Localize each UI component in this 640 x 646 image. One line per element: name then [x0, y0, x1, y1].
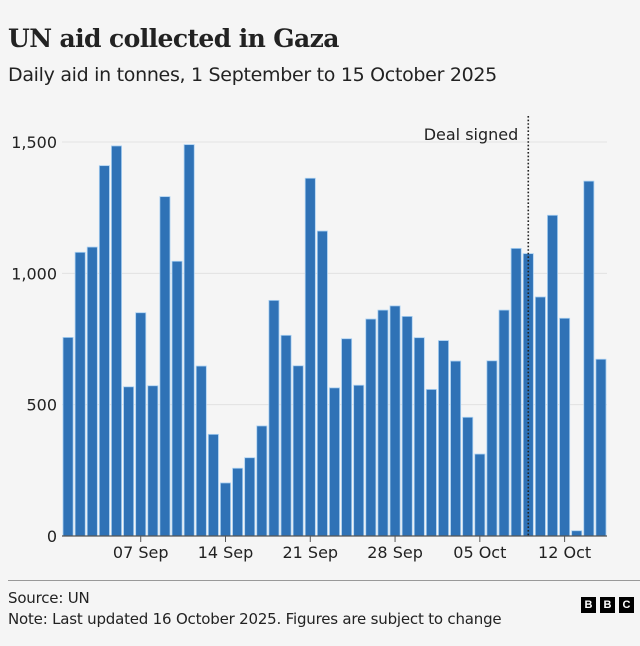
bar: [244, 457, 256, 537]
bar: [377, 309, 389, 537]
note-text: Note: Last updated 16 October 2025. Figu…: [8, 610, 502, 628]
bar: [268, 299, 280, 537]
bar: [86, 246, 98, 537]
bar: [389, 305, 401, 537]
x-tick-label: 14 Sep: [198, 543, 254, 562]
bar: [207, 433, 219, 537]
bar: [559, 317, 571, 537]
bar: [123, 386, 135, 537]
bar: [571, 530, 583, 537]
y-tick-label: 1,500: [11, 133, 57, 152]
bar: [280, 334, 292, 537]
deal-signed-label: Deal signed: [424, 125, 519, 144]
y-axis-ticks: 0 500 1,000 1,500: [11, 133, 57, 546]
y-tick-label: 500: [26, 396, 57, 415]
bar: [232, 467, 244, 537]
chart-title: UN aid collected in Gaza: [8, 24, 339, 53]
y-tick-label: 0: [47, 527, 57, 546]
bar: [522, 253, 534, 537]
bar: [316, 230, 328, 537]
bar: [450, 360, 462, 537]
y-tick-label: 1,000: [11, 264, 57, 283]
bar: [111, 145, 122, 537]
bar: [534, 296, 546, 537]
x-axis: 07 Sep 14 Sep 21 Sep 28 Sep 05 Oct 12 Oct: [62, 535, 607, 562]
bar: [341, 338, 353, 537]
bar: [62, 337, 74, 537]
bar: [220, 482, 231, 537]
bar: [486, 360, 498, 537]
bar: [365, 318, 377, 537]
bar: [510, 247, 522, 537]
annotation: Deal signed: [424, 116, 530, 536]
bar: [583, 180, 595, 537]
source-text: Source: UN: [8, 589, 90, 607]
bar: [256, 425, 268, 537]
bar: [159, 196, 171, 537]
bbc-logo-letter: B: [581, 597, 596, 613]
bar: [74, 251, 86, 537]
bar: [595, 358, 607, 537]
bar: [183, 144, 195, 537]
bar: [438, 340, 449, 537]
x-tick-label: 21 Sep: [282, 543, 338, 562]
bar: [292, 365, 304, 537]
footer: Source: UN Note: Last updated 16 October…: [8, 588, 502, 630]
bar: [474, 453, 486, 537]
x-tick-label: 28 Sep: [367, 543, 423, 562]
chart-subtitle: Daily aid in tonnes, 1 September to 15 O…: [8, 64, 497, 86]
bar: [329, 387, 340, 537]
bar: [98, 165, 110, 537]
bar: [304, 177, 316, 537]
bar: [547, 214, 558, 537]
bar: [425, 389, 437, 537]
bar: [195, 365, 207, 537]
bbc-logo-letter: B: [600, 597, 615, 613]
x-tick-label: 07 Sep: [113, 543, 169, 562]
bar: [498, 309, 510, 537]
bar: [413, 337, 425, 537]
bar: [147, 385, 159, 537]
bbc-logo-letter: C: [619, 597, 634, 613]
bar: [401, 316, 413, 537]
x-tick-label: 12 Oct: [538, 543, 591, 562]
bar: [353, 384, 365, 537]
bbc-logo: B B C: [581, 597, 634, 613]
footer-divider: [8, 580, 640, 581]
bars: [62, 144, 607, 537]
x-tick-label: 05 Oct: [453, 543, 506, 562]
bar: [462, 416, 474, 537]
bar: [171, 260, 183, 537]
bar: [135, 312, 147, 537]
